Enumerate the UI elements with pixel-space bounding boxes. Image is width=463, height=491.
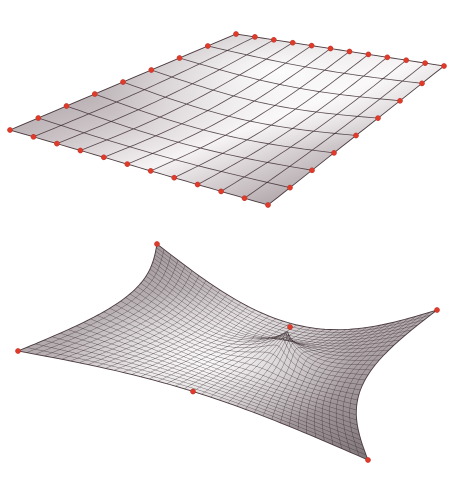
anchor-point [190, 388, 196, 395]
control-point [422, 60, 428, 66]
mesh-line-v [151, 265, 400, 347]
control-point [30, 133, 37, 140]
anchor-point [287, 324, 293, 330]
mesh-line-v [156, 247, 431, 333]
mesh-line-v [68, 329, 359, 431]
control-point [403, 57, 410, 64]
control-point [124, 161, 131, 167]
control-point [54, 140, 60, 147]
tensile-surface-grid [26, 247, 431, 457]
control-point [35, 115, 42, 121]
mesh-line-v [38, 117, 291, 188]
mesh-line-v [207, 45, 423, 84]
anchor-point [15, 348, 21, 354]
control-point [101, 154, 107, 161]
control-point [77, 147, 84, 154]
mesh-line-v [35, 343, 365, 451]
mesh-line-v [133, 290, 369, 376]
control-point [241, 195, 248, 201]
control-point [287, 184, 293, 191]
mesh-line-v [122, 81, 357, 136]
control-point [148, 67, 155, 73]
mesh-line-v [26, 347, 367, 456]
control-point [384, 54, 391, 61]
mesh-line-v [151, 69, 379, 119]
control-point [331, 150, 337, 156]
mesh-line-v [179, 57, 401, 102]
mesh-line-v [90, 318, 357, 416]
control-point [353, 132, 359, 139]
mesh-line-v [137, 286, 372, 371]
control-point [233, 31, 239, 37]
control-point [419, 80, 425, 87]
mesh-line-v [94, 93, 335, 154]
planar-mesh-grid [33, 36, 426, 199]
mesh-line-v [115, 304, 359, 396]
mesh-line-v [129, 293, 366, 381]
tensile-surface-highlight [18, 244, 437, 460]
control-point [397, 98, 403, 104]
control-point [441, 63, 447, 69]
control-point [346, 48, 353, 55]
anchor-point [434, 307, 440, 313]
tensile-surface-panel [15, 241, 440, 463]
tensile-surface-anchor-points [15, 241, 440, 463]
mesh-line-v [83, 322, 357, 421]
mesh-line-v [75, 325, 358, 426]
mesh-line-v [43, 340, 363, 446]
control-point [171, 174, 177, 181]
planar-mesh-control-points [7, 31, 447, 208]
mesh-line-v [120, 300, 361, 391]
mesh-line-v [109, 307, 358, 401]
mesh-line-v [103, 311, 357, 406]
mesh-line-v [66, 105, 313, 171]
control-point [204, 43, 211, 49]
mesh-line-v [51, 336, 361, 441]
control-point [308, 42, 315, 49]
mesh-line-v [143, 279, 380, 361]
control-point [270, 37, 277, 43]
mesh-line-v [97, 315, 357, 411]
planar-mesh-panel [7, 31, 447, 208]
control-point [218, 188, 224, 195]
mesh-line-v [154, 254, 418, 338]
mesh-line-v [125, 297, 363, 386]
control-point [120, 79, 126, 85]
mesh-line-v [148, 272, 389, 353]
anchor-point [365, 457, 371, 463]
control-point [289, 39, 296, 46]
control-point [327, 45, 334, 52]
control-point [92, 91, 98, 97]
control-point [365, 51, 372, 58]
mesh-line-v [60, 332, 360, 436]
planar-mesh-highlight [10, 34, 444, 205]
control-point [147, 168, 154, 174]
control-point [176, 55, 183, 61]
control-point [375, 115, 381, 121]
control-point [309, 167, 315, 174]
control-point [7, 127, 13, 133]
anchor-point [154, 241, 160, 247]
control-point [63, 103, 70, 109]
control-point [194, 181, 201, 188]
control-point [252, 34, 258, 40]
control-point [265, 202, 271, 208]
